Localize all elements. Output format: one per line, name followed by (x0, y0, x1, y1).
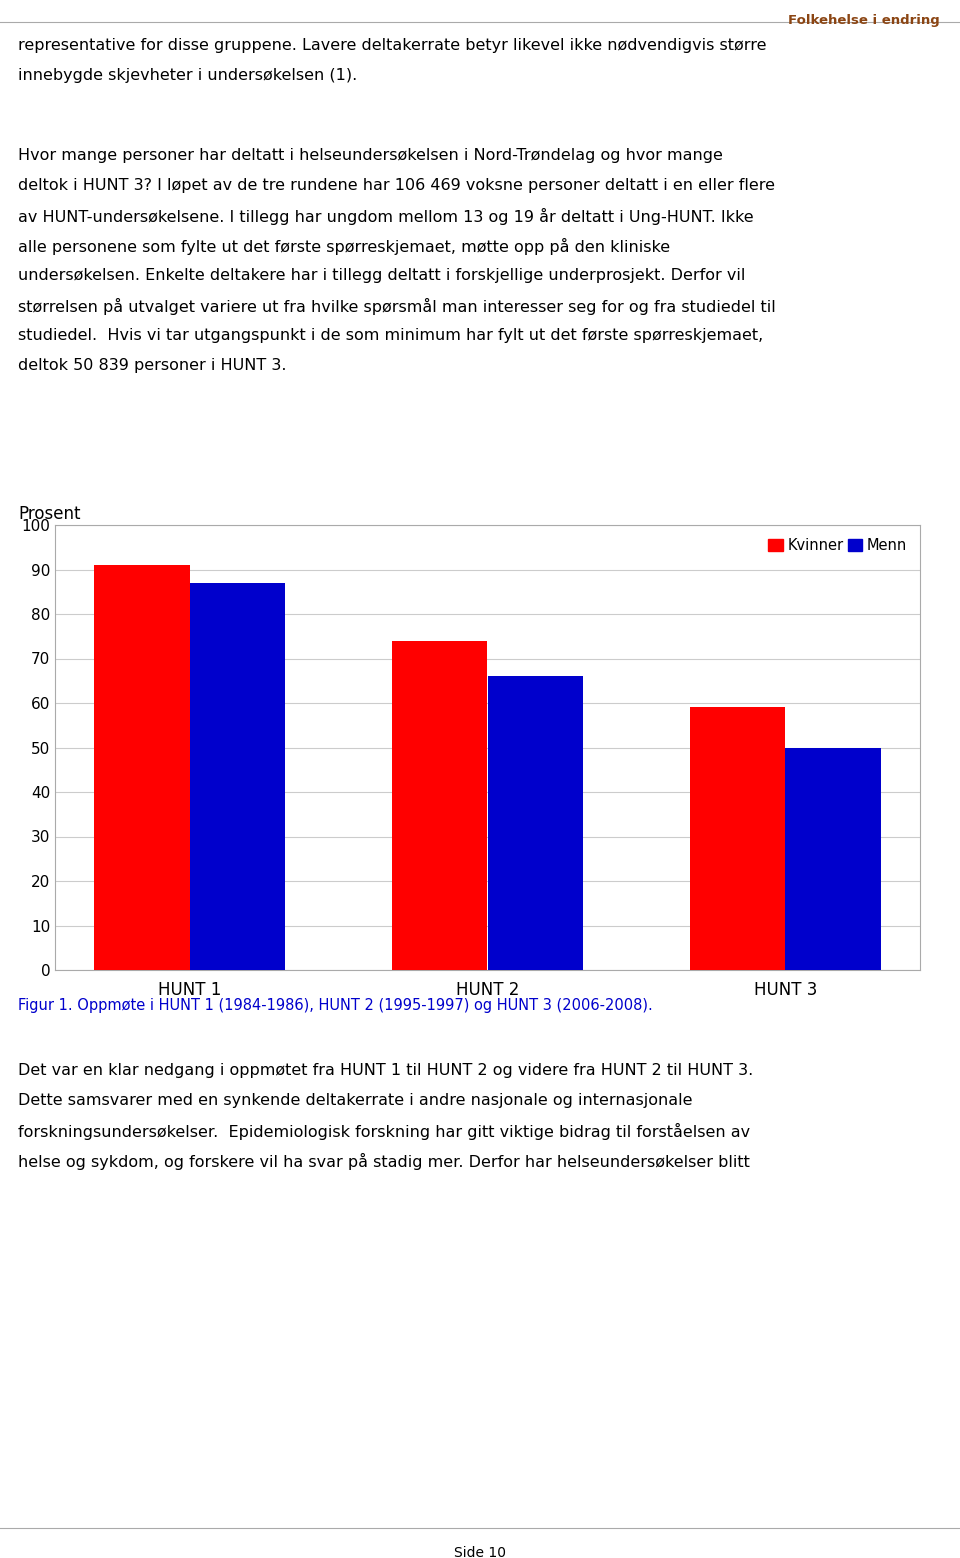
Text: deltok 50 839 personer i HUNT 3.: deltok 50 839 personer i HUNT 3. (18, 358, 286, 372)
Text: studiedel.  Hvis vi tar utgangspunkt i de som minimum har fylt ut det første spø: studiedel. Hvis vi tar utgangspunkt i de… (18, 329, 763, 343)
Bar (393, 640, 488, 971)
Text: deltok i HUNT 3? I løpet av de tre rundene har 106 469 voksne personer deltatt i: deltok i HUNT 3? I løpet av de tre runde… (18, 178, 775, 193)
Text: Folkehelse i endring: Folkehelse i endring (788, 14, 940, 26)
Text: representative for disse gruppene. Lavere deltakerrate betyr likevel ikke nødven: representative for disse gruppene. Laver… (18, 37, 766, 53)
Text: Hvor mange personer har deltatt i helseundersøkelsen i Nord-Trøndelag og hvor ma: Hvor mange personer har deltatt i helseu… (18, 148, 723, 164)
Text: Dette samsvarer med en synkende deltakerrate i andre nasjonale og internasjonale: Dette samsvarer med en synkende deltaker… (18, 1094, 692, 1108)
Text: alle personene som fylte ut det første spørreskjemaet, møtte opp på den kliniske: alle personene som fylte ut det første s… (18, 238, 670, 256)
Bar (690, 707, 785, 971)
Text: innebygde skjevheter i undersøkelsen (1).: innebygde skjevheter i undersøkelsen (1)… (18, 69, 357, 83)
Text: helse og sykdom, og forskere vil ha svar på stadig mer. Derfor har helseundersøk: helse og sykdom, og forskere vil ha svar… (18, 1153, 750, 1170)
Text: størrelsen på utvalget variere ut fra hvilke spørsmål man interesser seg for og : størrelsen på utvalget variere ut fra hv… (18, 298, 776, 315)
Bar (190, 583, 285, 971)
Text: Side 10: Side 10 (454, 1546, 506, 1558)
Text: undersøkelsen. Enkelte deltakere har i tillegg deltatt i forskjellige underprosj: undersøkelsen. Enkelte deltakere har i t… (18, 268, 745, 284)
Text: Prosent: Prosent (18, 505, 81, 523)
Text: av HUNT-undersøkelsene. I tillegg har ungdom mellom 13 og 19 år deltatt i Ung-HU: av HUNT-undersøkelsene. I tillegg har un… (18, 209, 754, 224)
Text: Figur 1. Oppmøte i HUNT 1 (1984-1986), HUNT 2 (1995-1997) og HUNT 3 (2006-2008).: Figur 1. Oppmøte i HUNT 1 (1984-1986), H… (18, 999, 653, 1013)
Legend: Kvinner, Menn: Kvinner, Menn (762, 533, 913, 559)
Text: forskningsundersøkelser.  Epidemiologisk forskning har gitt viktige bidrag til f: forskningsundersøkelser. Epidemiologisk … (18, 1123, 750, 1140)
Bar (94, 566, 190, 971)
Text: Det var en klar nedgang i oppmøtet fra HUNT 1 til HUNT 2 og videre fra HUNT 2 ti: Det var en klar nedgang i oppmøtet fra H… (18, 1063, 754, 1078)
Bar (785, 748, 880, 971)
Bar (488, 676, 583, 971)
